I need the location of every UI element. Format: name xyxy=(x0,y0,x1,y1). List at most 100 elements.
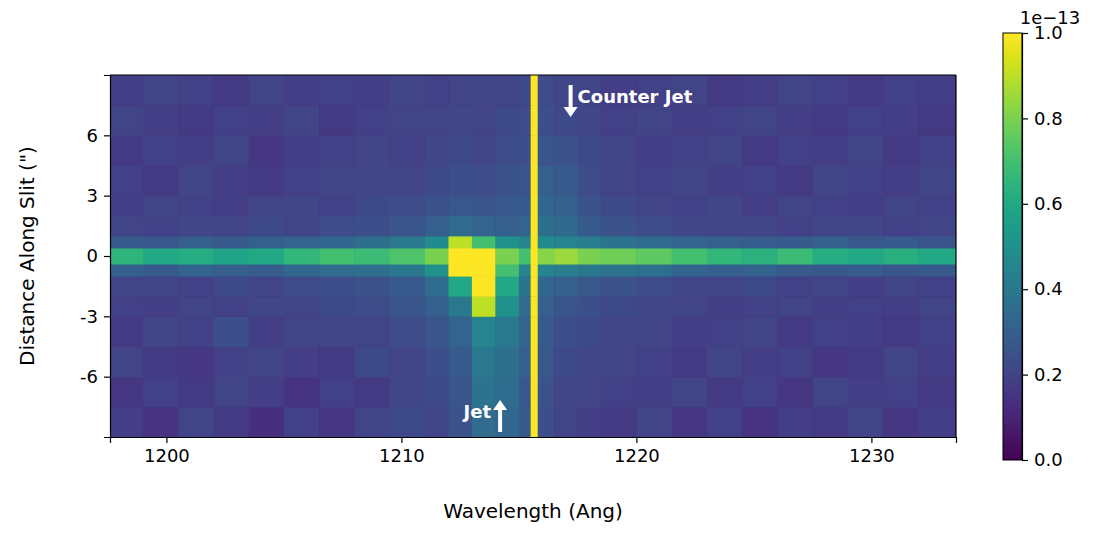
cell xyxy=(601,236,637,249)
cell xyxy=(284,407,320,437)
tick: 1210 xyxy=(379,437,425,466)
cell xyxy=(495,75,519,106)
cell xyxy=(284,105,320,136)
cell xyxy=(578,347,602,378)
cell xyxy=(636,276,672,297)
cell xyxy=(707,196,743,217)
cell xyxy=(848,166,884,197)
cell xyxy=(601,276,637,297)
cell xyxy=(813,105,849,136)
cell xyxy=(848,377,884,408)
cell xyxy=(249,377,285,408)
cell xyxy=(519,316,531,347)
cell xyxy=(672,216,708,237)
cell xyxy=(472,276,496,297)
cell xyxy=(742,196,778,217)
cell xyxy=(472,347,496,378)
cell xyxy=(918,407,956,437)
cell xyxy=(354,407,390,437)
cell xyxy=(848,105,884,136)
cell xyxy=(707,407,743,437)
cell xyxy=(390,216,426,237)
cell xyxy=(883,316,919,347)
cell xyxy=(472,248,496,265)
cell xyxy=(284,347,320,378)
cell xyxy=(519,248,531,265)
cell xyxy=(390,264,426,277)
cell xyxy=(519,216,531,237)
cell xyxy=(448,236,472,249)
tick-mark xyxy=(1022,375,1028,376)
cell xyxy=(249,276,285,297)
cell xyxy=(425,377,449,408)
cell xyxy=(110,276,143,297)
cell xyxy=(213,377,249,408)
cell xyxy=(554,248,578,265)
cell xyxy=(672,347,708,378)
cell xyxy=(390,407,426,437)
cell xyxy=(354,347,390,378)
cell xyxy=(707,236,743,249)
cell xyxy=(390,248,426,265)
cell xyxy=(213,75,249,106)
cell xyxy=(742,166,778,197)
cell xyxy=(707,264,743,277)
cell xyxy=(578,105,602,136)
cell xyxy=(519,377,531,408)
cell xyxy=(531,377,539,408)
cell xyxy=(390,316,426,347)
cell xyxy=(472,216,496,237)
cell xyxy=(742,316,778,347)
cell xyxy=(110,377,143,408)
heatmap-cells xyxy=(110,75,956,437)
cell xyxy=(883,166,919,197)
cell xyxy=(554,236,578,249)
cell xyxy=(531,105,539,136)
cell xyxy=(213,105,249,136)
tick: 0.8 xyxy=(1022,108,1063,129)
cell xyxy=(143,296,179,317)
cell xyxy=(601,296,637,317)
cell xyxy=(777,166,813,197)
cell xyxy=(519,135,531,166)
cell xyxy=(495,196,519,217)
tick-mark xyxy=(1022,204,1028,205)
y-axis-title: Distance Along Slit (") xyxy=(15,146,39,366)
cell xyxy=(249,135,285,166)
cell xyxy=(178,316,214,347)
cell xyxy=(742,407,778,437)
cell xyxy=(707,276,743,297)
cell xyxy=(319,216,355,237)
cell xyxy=(538,407,555,437)
cell xyxy=(601,407,637,437)
cell xyxy=(777,377,813,408)
cell xyxy=(425,135,449,166)
cell xyxy=(354,105,390,136)
tick-label: 1200 xyxy=(144,445,190,466)
cell xyxy=(636,166,672,197)
cell xyxy=(848,135,884,166)
cell xyxy=(813,316,849,347)
cell xyxy=(578,166,602,197)
cell xyxy=(636,407,672,437)
cell xyxy=(813,276,849,297)
cell xyxy=(538,347,555,378)
tick-label: 3 xyxy=(87,185,98,206)
cell xyxy=(284,236,320,249)
tick-mark xyxy=(104,196,110,197)
cell xyxy=(601,316,637,347)
cell xyxy=(249,407,285,437)
cell xyxy=(636,135,672,166)
cell xyxy=(883,276,919,297)
cell xyxy=(425,316,449,347)
cell xyxy=(918,296,956,317)
cell xyxy=(578,377,602,408)
cell xyxy=(813,135,849,166)
cell xyxy=(354,216,390,237)
cell xyxy=(531,166,539,197)
cell xyxy=(601,196,637,217)
cell xyxy=(495,248,519,265)
cell xyxy=(249,296,285,317)
cell xyxy=(143,216,179,237)
cell xyxy=(354,276,390,297)
